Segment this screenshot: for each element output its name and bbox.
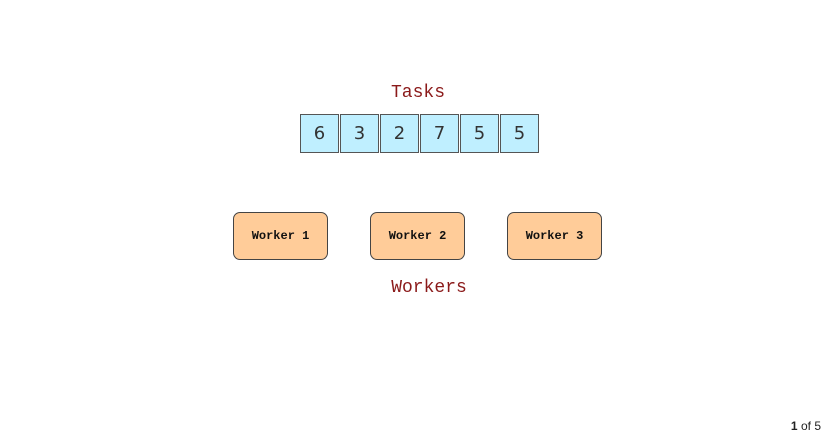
task-queue: 6 3 2 7 5 5 [300, 114, 539, 153]
tasks-title: Tasks [390, 83, 445, 103]
slide-counter: 1 of 5 [791, 419, 821, 433]
task-cell: 3 [340, 114, 379, 153]
worker-3-box: Worker 3 [507, 212, 602, 260]
page-separator: of [800, 419, 811, 433]
current-page: 1 [790, 419, 798, 433]
workers-title: Workers [391, 278, 467, 298]
task-cell: 2 [380, 114, 419, 153]
worker-1-box: Worker 1 [233, 212, 328, 260]
task-cell: 5 [460, 114, 499, 153]
task-cell: 5 [500, 114, 539, 153]
worker-2-box: Worker 2 [370, 212, 465, 260]
task-cell: 7 [420, 114, 459, 153]
total-pages: 5 [814, 419, 821, 433]
task-cell: 6 [300, 114, 339, 153]
